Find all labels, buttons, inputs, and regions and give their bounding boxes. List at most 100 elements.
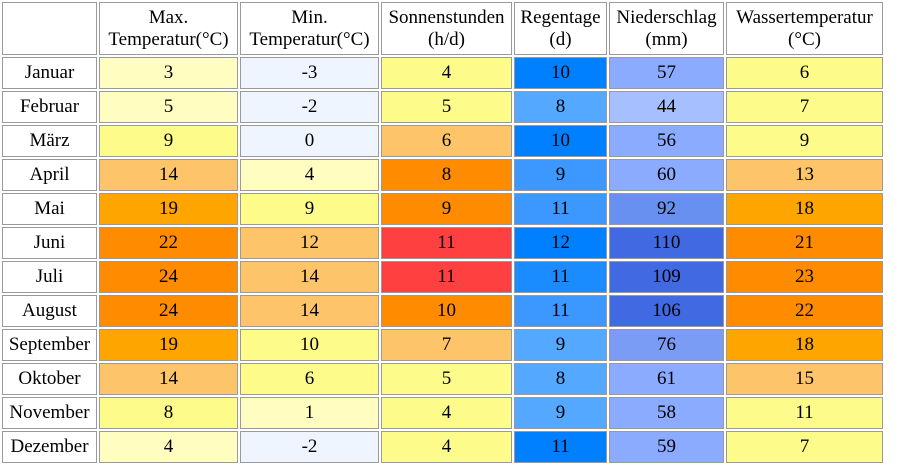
table-row: August 24 14 10 11 106 22	[2, 295, 883, 327]
month-label: April	[2, 159, 97, 191]
table-row: Oktober 14 6 5 8 61 15	[2, 363, 883, 395]
header-sunshine-hours: Sonnenstunden (h/d)	[381, 2, 512, 55]
month-label: August	[2, 295, 97, 327]
value-cell-min-temperature: 9	[240, 193, 379, 225]
value-cell-rain-days: 11	[514, 261, 607, 293]
value-cell-precipitation: 60	[609, 159, 724, 191]
value-cell-max-temperature: 5	[99, 91, 238, 123]
value-cell-max-temperature: 8	[99, 397, 238, 429]
header-line: Sonnenstunden	[388, 6, 505, 28]
header-row: Max. Temperatur(°C) Min. Temperatur(°C) …	[2, 2, 883, 55]
value-cell-water-temperature: 7	[726, 431, 883, 463]
value-cell-sunshine-hours: 4	[381, 397, 512, 429]
value-cell-rain-days: 9	[514, 329, 607, 361]
value-cell-rain-days: 11	[514, 295, 607, 327]
value-cell-min-temperature: 14	[240, 295, 379, 327]
value-cell-min-temperature: 14	[240, 261, 379, 293]
value-cell-rain-days: 9	[514, 397, 607, 429]
header-precipitation: Niederschlag (mm)	[609, 2, 724, 55]
table-row: Februar 5 -2 5 8 44 7	[2, 91, 883, 123]
header-max-temperature: Max. Temperatur(°C)	[99, 2, 238, 55]
value-cell-precipitation: 76	[609, 329, 724, 361]
header-line: Temperatur(°C)	[108, 28, 229, 50]
value-cell-sunshine-hours: 11	[381, 261, 512, 293]
value-cell-max-temperature: 22	[99, 227, 238, 259]
header-line: (°C)	[788, 28, 821, 50]
header-rain-days: Regentage (d)	[514, 2, 607, 55]
value-cell-water-temperature: 15	[726, 363, 883, 395]
climate-table-body: Januar 3 -3 4 10 57 6 Februar 5 -2 5 8 44 7 März 9 0 6 10 5…	[2, 57, 883, 463]
value-cell-sunshine-hours: 5	[381, 363, 512, 395]
header-line: Min.	[291, 6, 328, 28]
value-cell-min-temperature: -2	[240, 431, 379, 463]
value-cell-min-temperature: -2	[240, 91, 379, 123]
table-row: Dezember 4 -2 4 11 59 7	[2, 431, 883, 463]
value-cell-rain-days: 11	[514, 193, 607, 225]
month-label: Juni	[2, 227, 97, 259]
value-cell-water-temperature: 18	[726, 193, 883, 225]
value-cell-rain-days: 10	[514, 125, 607, 157]
header-line: Max.	[148, 6, 189, 28]
month-label: Oktober	[2, 363, 97, 395]
value-cell-sunshine-hours: 4	[381, 431, 512, 463]
value-cell-max-temperature: 19	[99, 329, 238, 361]
table-row: Juni 22 12 11 12 110 21	[2, 227, 883, 259]
value-cell-rain-days: 10	[514, 57, 607, 89]
value-cell-precipitation: 92	[609, 193, 724, 225]
value-cell-water-temperature: 6	[726, 57, 883, 89]
value-cell-sunshine-hours: 7	[381, 329, 512, 361]
value-cell-sunshine-hours: 8	[381, 159, 512, 191]
header-line: Regentage	[520, 6, 601, 28]
value-cell-precipitation: 58	[609, 397, 724, 429]
month-label: Mai	[2, 193, 97, 225]
header-water-temperature: Wassertemperatur (°C)	[726, 2, 883, 55]
value-cell-precipitation: 106	[609, 295, 724, 327]
value-cell-precipitation: 61	[609, 363, 724, 395]
table-row: November 8 1 4 9 58 11	[2, 397, 883, 429]
value-cell-min-temperature: -3	[240, 57, 379, 89]
value-cell-rain-days: 8	[514, 363, 607, 395]
value-cell-water-temperature: 18	[726, 329, 883, 361]
corner-cell	[2, 2, 97, 55]
value-cell-max-temperature: 9	[99, 125, 238, 157]
value-cell-max-temperature: 3	[99, 57, 238, 89]
value-cell-rain-days: 11	[514, 431, 607, 463]
month-label: Februar	[2, 91, 97, 123]
value-cell-precipitation: 110	[609, 227, 724, 259]
value-cell-min-temperature: 6	[240, 363, 379, 395]
table-row: April 14 4 8 9 60 13	[2, 159, 883, 191]
value-cell-sunshine-hours: 6	[381, 125, 512, 157]
value-cell-precipitation: 59	[609, 431, 724, 463]
header-line: Niederschlag	[616, 6, 717, 28]
month-label: Januar	[2, 57, 97, 89]
value-cell-precipitation: 56	[609, 125, 724, 157]
header-line: Temperatur(°C)	[249, 28, 370, 50]
header-line: (mm)	[645, 28, 688, 50]
value-cell-min-temperature: 0	[240, 125, 379, 157]
header-min-temperature: Min. Temperatur(°C)	[240, 2, 379, 55]
value-cell-rain-days: 9	[514, 159, 607, 191]
value-cell-water-temperature: 13	[726, 159, 883, 191]
value-cell-max-temperature: 24	[99, 261, 238, 293]
value-cell-max-temperature: 14	[99, 363, 238, 395]
header-line: Wassertemperatur	[736, 6, 873, 28]
value-cell-sunshine-hours: 9	[381, 193, 512, 225]
value-cell-water-temperature: 11	[726, 397, 883, 429]
value-cell-max-temperature: 4	[99, 431, 238, 463]
month-label: November	[2, 397, 97, 429]
value-cell-min-temperature: 1	[240, 397, 379, 429]
value-cell-water-temperature: 9	[726, 125, 883, 157]
month-label: März	[2, 125, 97, 157]
value-cell-max-temperature: 14	[99, 159, 238, 191]
value-cell-water-temperature: 23	[726, 261, 883, 293]
value-cell-water-temperature: 22	[726, 295, 883, 327]
table-row: Mai 19 9 9 11 92 18	[2, 193, 883, 225]
value-cell-max-temperature: 24	[99, 295, 238, 327]
value-cell-sunshine-hours: 5	[381, 91, 512, 123]
value-cell-sunshine-hours: 10	[381, 295, 512, 327]
value-cell-sunshine-hours: 11	[381, 227, 512, 259]
value-cell-sunshine-hours: 4	[381, 57, 512, 89]
value-cell-min-temperature: 4	[240, 159, 379, 191]
table-row: Juli 24 14 11 11 109 23	[2, 261, 883, 293]
